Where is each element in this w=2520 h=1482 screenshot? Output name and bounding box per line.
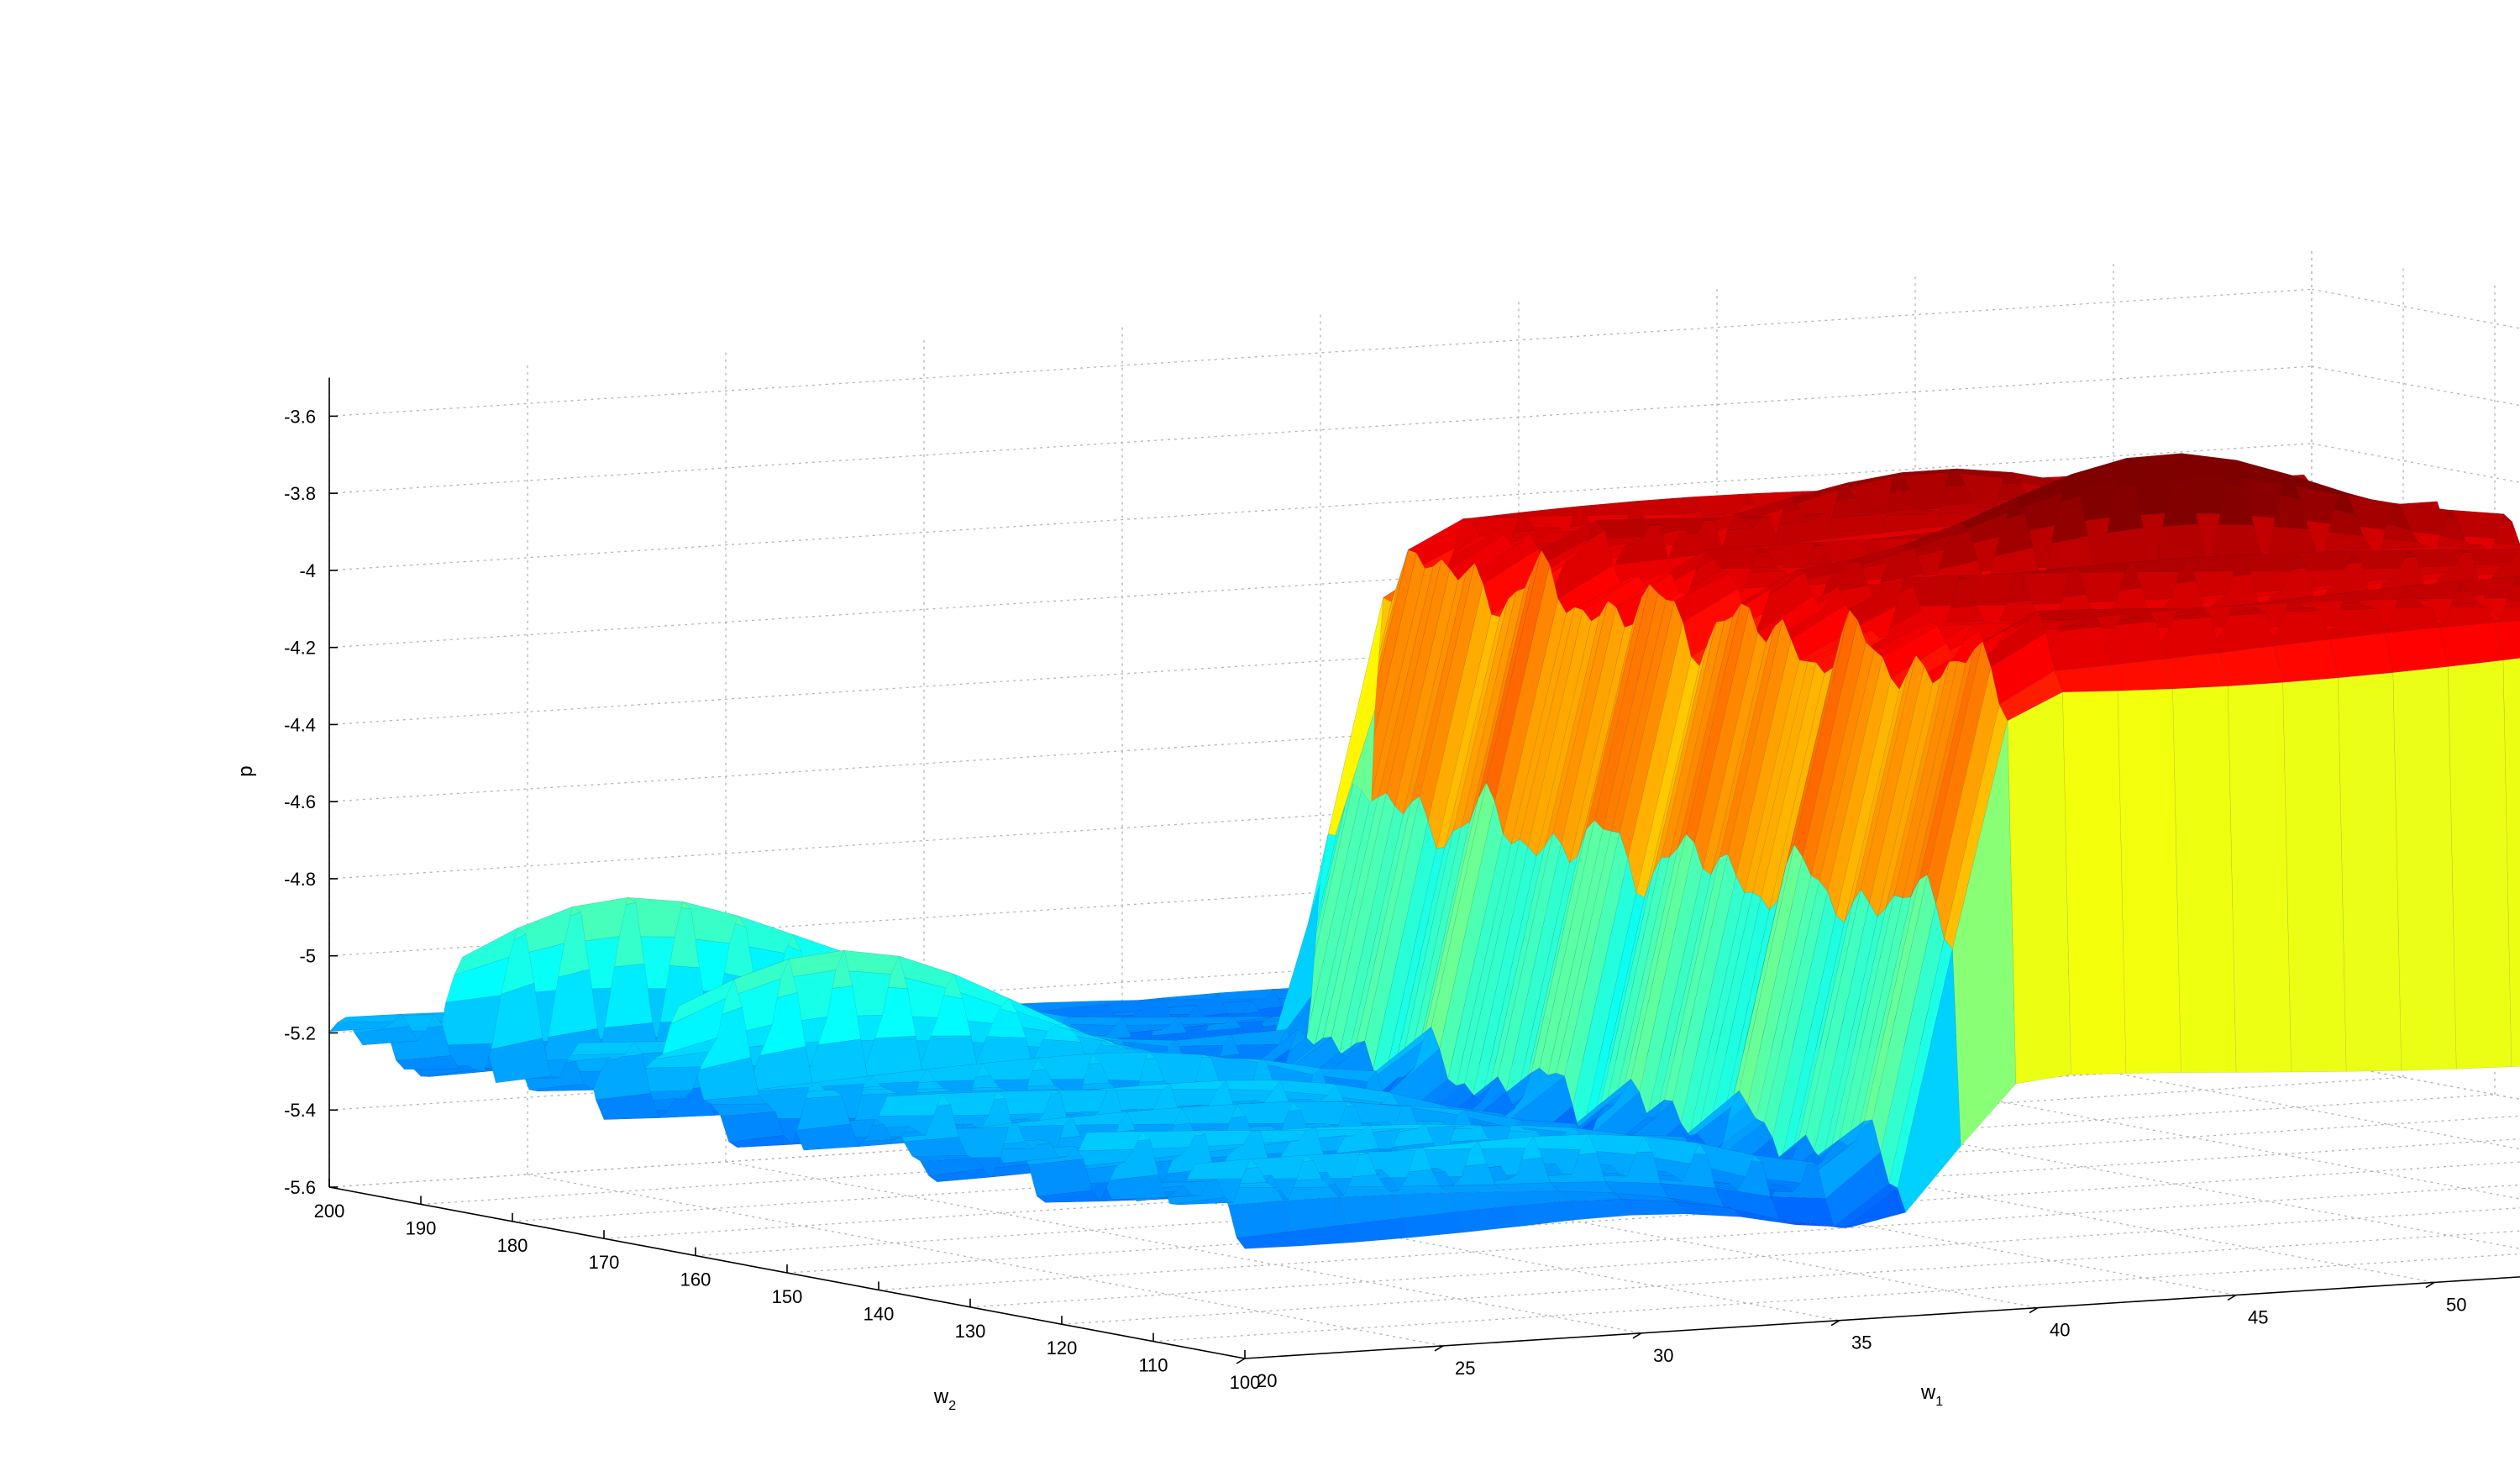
z-tick-label: -4.6 — [284, 791, 316, 812]
surface-patch — [1079, 1132, 1142, 1151]
surface-patch — [2283, 678, 2347, 1072]
surface-patch — [2219, 646, 2282, 686]
surface-patch — [2338, 673, 2402, 1072]
surface-patch — [570, 1042, 633, 1055]
z-tick-label: -4.4 — [284, 714, 316, 735]
y-tick-label: 40 — [2050, 1320, 2070, 1341]
z-tick-label: -3.6 — [284, 406, 316, 427]
y-tick-label: 20 — [1257, 1370, 1277, 1391]
z-tick-label: -3.8 — [284, 483, 316, 504]
x-tick-label: 120 — [1047, 1337, 1078, 1358]
x-tick-label: 110 — [1138, 1355, 1168, 1376]
y-tick-label: 45 — [2248, 1307, 2268, 1328]
x-tick-label: 150 — [772, 1286, 803, 1307]
y-axis-line — [1245, 1232, 2520, 1358]
surface-patch — [879, 1094, 942, 1117]
grid-line-z-back — [2312, 289, 2520, 460]
surface-patch — [438, 996, 501, 1046]
x-tick-label: 160 — [680, 1269, 711, 1290]
surface-patch — [1551, 1182, 1614, 1193]
x-tick-label: 130 — [955, 1321, 986, 1342]
grid-line-y-floor — [2113, 1073, 2520, 1244]
surface-patch — [2118, 689, 2181, 1074]
z-tick-label: -5.4 — [284, 1100, 316, 1121]
y-axis-label-subscript: 1 — [1935, 1395, 1943, 1409]
surface-patch — [2385, 628, 2449, 673]
x-tick-label: 180 — [497, 1235, 528, 1256]
x-axis-label: w2 — [933, 1385, 956, 1413]
surface-patch — [2062, 691, 2126, 1075]
z-tick-label: -5 — [299, 946, 316, 967]
surface-layer — [329, 454, 2520, 1249]
z-axis-label: p — [234, 765, 257, 776]
y-axis-label: w1 — [1920, 1381, 1943, 1409]
z-tick-label: -4 — [299, 560, 316, 581]
surface-patch — [2439, 623, 2503, 666]
surface-patch — [2275, 639, 2339, 682]
y-tick-label: 35 — [1851, 1332, 1872, 1353]
y-axis-label-main: w — [1920, 1381, 1936, 1404]
x-tick-label: 200 — [314, 1201, 345, 1222]
grid-line-z-back — [2312, 1060, 2520, 1232]
grid-line-y-floor — [2312, 1060, 2520, 1232]
z-tick-label: -5.6 — [284, 1177, 316, 1198]
x-tick-label: 190 — [406, 1217, 437, 1238]
surface-patch — [1028, 1159, 1091, 1196]
surface-patch — [2448, 660, 2512, 1069]
surface-patch — [2228, 682, 2292, 1072]
surface-patch — [1155, 993, 1219, 1000]
z-tick-label: -4.2 — [284, 638, 316, 659]
y-tick-mark — [1236, 1358, 1245, 1364]
surface-patch — [2329, 633, 2393, 678]
surface-patch — [2173, 686, 2237, 1073]
grid-line-x-floor — [1245, 1232, 2520, 1358]
grid-line-y-floor — [1915, 1085, 2520, 1257]
surface-patch — [1567, 1200, 1630, 1221]
x-tick-label: 140 — [864, 1303, 895, 1324]
x-tick-label: 100 — [1230, 1372, 1261, 1393]
y-tick-label: 50 — [2446, 1294, 2466, 1315]
x-tick-label: 170 — [589, 1252, 620, 1273]
x-axis-label-main: w — [933, 1385, 949, 1408]
y-tick-label: 30 — [1653, 1345, 1673, 1366]
surface-patch — [338, 1014, 402, 1022]
z-tick-label: -4.8 — [284, 869, 316, 890]
surface-patch — [1441, 1185, 1504, 1193]
z-tick-label: -5.2 — [284, 1022, 316, 1043]
surface-patch — [2008, 692, 2071, 1084]
surface-patch — [2393, 666, 2456, 1070]
surface-patch — [1228, 1201, 1291, 1238]
x-axis-label-subscript: 2 — [948, 1399, 956, 1413]
surface-patch — [1622, 1200, 1685, 1216]
y-tick-label: 25 — [1455, 1358, 1475, 1379]
